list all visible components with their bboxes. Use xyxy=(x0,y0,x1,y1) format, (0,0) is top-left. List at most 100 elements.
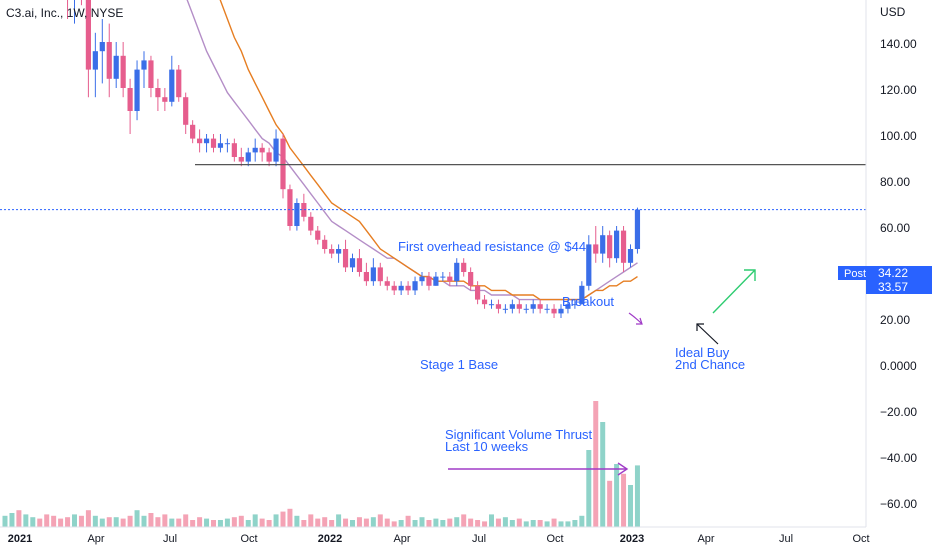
candle xyxy=(273,129,279,167)
candle-body xyxy=(384,281,390,286)
time-tick-label: Jul xyxy=(779,533,793,545)
stage-base-annotation: Stage 1 Base xyxy=(420,357,498,372)
candle xyxy=(113,42,119,88)
candle-body xyxy=(426,276,432,286)
volume-bar xyxy=(614,464,620,527)
candle-body xyxy=(342,249,349,268)
volume-bar xyxy=(468,518,474,527)
price-tick-label: −60.00 xyxy=(880,497,917,511)
volume-bar xyxy=(350,520,355,527)
time-tick-label: 2022 xyxy=(318,533,342,545)
candle xyxy=(190,120,196,144)
candle xyxy=(252,138,258,162)
candle xyxy=(405,281,411,295)
candle xyxy=(614,226,620,263)
candle-body xyxy=(419,276,425,282)
candle-body xyxy=(607,235,613,259)
candle xyxy=(565,299,571,314)
volume-bar xyxy=(447,518,453,527)
candle xyxy=(384,276,390,291)
candle xyxy=(294,198,300,231)
time-axis-ticks[interactable]: 2021 Apr Jul Oct 2022 Apr Jul Oct 2023 Apr Jul Oct xyxy=(8,533,870,545)
candle-body xyxy=(176,69,182,98)
candle-body xyxy=(356,258,363,272)
candle xyxy=(238,147,244,167)
volume-bar xyxy=(72,514,77,527)
second-chance-annotation: 2nd Chance xyxy=(675,357,745,372)
volume-bar xyxy=(621,473,627,527)
volume-bar xyxy=(9,513,15,527)
price-tick-label: 0.0000 xyxy=(880,359,917,373)
buy-arrow-head xyxy=(696,323,704,331)
candle-body xyxy=(113,55,119,79)
candle xyxy=(634,207,641,254)
candle xyxy=(259,143,265,162)
volume-bar xyxy=(204,518,210,527)
volume-bar xyxy=(336,514,342,527)
candle xyxy=(530,299,536,314)
candle-body xyxy=(586,244,592,286)
ideal-buy-annotation: Ideal Buy xyxy=(675,345,730,360)
candle-body xyxy=(120,55,126,88)
candle xyxy=(544,304,550,314)
candle-body xyxy=(565,304,571,309)
candle xyxy=(155,78,161,111)
volume-bar xyxy=(252,514,258,527)
candle-body xyxy=(502,308,508,310)
candle-body xyxy=(391,285,397,291)
volume-bar xyxy=(65,517,71,527)
candle xyxy=(92,32,98,98)
candle-body xyxy=(620,230,627,263)
price-tick-label: 80.00 xyxy=(880,175,910,189)
candle xyxy=(419,272,425,286)
candle-body xyxy=(134,69,140,111)
candle-body xyxy=(481,299,488,305)
candle-body xyxy=(259,147,265,153)
candle xyxy=(475,281,481,305)
candle xyxy=(391,281,397,295)
candle xyxy=(329,244,335,259)
time-tick-label: Apr xyxy=(393,533,410,545)
post-price-label: Post 34.22 xyxy=(838,266,932,280)
time-tick-label: Jul xyxy=(163,533,177,545)
candle-body xyxy=(398,285,404,291)
candle xyxy=(162,88,168,111)
volume-bar xyxy=(155,517,161,527)
price-candles xyxy=(67,0,641,318)
candle-body xyxy=(127,88,133,111)
candle-body xyxy=(287,189,293,226)
volume-bar xyxy=(113,517,119,527)
candle-body xyxy=(600,235,606,254)
candle-body xyxy=(266,152,272,162)
volume-bar xyxy=(148,513,154,527)
candle-body xyxy=(329,249,335,254)
candle-body xyxy=(231,143,237,157)
volume-bar xyxy=(537,520,543,527)
candle-body xyxy=(301,203,307,217)
candle-body xyxy=(412,281,418,291)
volume-bar xyxy=(586,450,592,527)
volume-bars xyxy=(2,401,640,527)
candle-body xyxy=(141,60,147,70)
candle-body xyxy=(377,267,383,282)
candle xyxy=(308,212,314,236)
price-axis-ticks[interactable]: 140.00 120.00 100.00 80.00 60.00 20.00 0.0000 −… xyxy=(880,37,917,511)
volume-bar xyxy=(162,514,168,527)
volume-bar xyxy=(85,510,91,527)
candle xyxy=(579,281,585,305)
time-tick-label: Oct xyxy=(852,533,869,545)
volume-bar xyxy=(176,518,182,527)
volume-bar xyxy=(245,520,251,527)
volume-bar xyxy=(551,518,557,527)
volume-bar xyxy=(426,520,432,527)
volume-bar xyxy=(440,520,446,527)
price-tick-label: 60.00 xyxy=(880,221,910,235)
volume-bar xyxy=(530,520,536,527)
candle xyxy=(627,244,634,268)
price-tick-label: 20.00 xyxy=(880,313,910,327)
time-tick-label: Apr xyxy=(697,533,714,545)
candle xyxy=(301,193,307,222)
price-tick-label: −40.00 xyxy=(880,451,917,465)
candle-body xyxy=(454,262,460,282)
